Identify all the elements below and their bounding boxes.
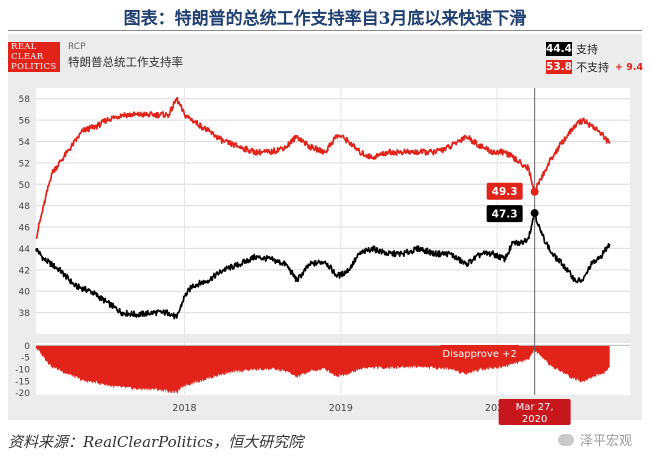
legend-approve-value: 44.4 xyxy=(546,42,572,56)
spread-tag: Disapprove +2 xyxy=(442,349,517,360)
watermark-text: 泽平宏观 xyxy=(580,434,633,449)
x-tick-label: 2018 xyxy=(172,403,196,414)
rcp-label: RCP xyxy=(68,42,86,52)
date-tag-bg xyxy=(498,399,571,425)
y-tick-label: 42 xyxy=(19,266,30,276)
approve-value-tag: 47.3 xyxy=(492,208,518,220)
y-tick-label: 54 xyxy=(19,138,31,148)
x-tick-label: 2019 xyxy=(329,403,353,414)
upper-plot-area xyxy=(36,88,630,334)
approve-line xyxy=(35,212,611,320)
y-tick-label: 44 xyxy=(19,245,31,255)
legend-disapprove: 53.8 不支持 + 9.4 xyxy=(546,60,643,74)
approve-value-tag-bg xyxy=(486,205,523,223)
figure-title: 图表：特朗普的总统工作支持率自3月底以来快速下滑 xyxy=(123,9,527,29)
legend-approve: 44.4 支持 xyxy=(546,42,598,56)
source-note: 资料来源：RealClearPolitics，恒大研究院 xyxy=(8,433,304,451)
rcp-logo: REAL CLEAR POLITICS xyxy=(8,42,60,72)
legend-spread-delta: + 9.4 xyxy=(615,61,644,73)
lower-y-tick-label: 0 xyxy=(24,342,30,352)
date-tag-line-2: 2020 xyxy=(522,414,547,425)
logo-line-1: REAL xyxy=(11,42,37,52)
logo-line-2: CLEAR xyxy=(11,52,44,62)
y-tick-label: 48 xyxy=(19,202,31,212)
y-tick-label: 38 xyxy=(19,309,31,319)
y-tick-label: 52 xyxy=(19,159,30,169)
date-tag-line-1: Mar 27, xyxy=(516,402,554,413)
watermark: 泽平宏观 xyxy=(558,430,632,449)
legend-disapprove-value: 53.8 xyxy=(546,60,572,74)
chart-subtitle: 特朗普总统工作支持率 xyxy=(68,55,183,69)
x-tick-label: 2020 xyxy=(485,403,509,414)
spread-tag-bg xyxy=(439,345,520,361)
y-tick-label: 40 xyxy=(19,288,31,298)
title-divider xyxy=(8,30,642,31)
disapprove-value-tag-bg xyxy=(486,182,523,200)
y-tick-label: 56 xyxy=(19,117,31,127)
logo-line-3: POLITICS xyxy=(11,62,57,72)
wechat-icon xyxy=(558,433,574,446)
lower-y-tick-label: -20 xyxy=(15,389,30,399)
legend-disapprove-name: 不支持 xyxy=(576,61,609,74)
lower-y-tick-label: -10 xyxy=(15,366,30,376)
legend-approve-name: 支持 xyxy=(576,43,598,56)
disapprove-value-tag: 49.3 xyxy=(492,186,518,198)
approve-marker-dot xyxy=(530,209,539,218)
disapprove-line xyxy=(35,96,611,239)
y-tick-label: 46 xyxy=(19,224,31,234)
lower-y-tick-label: -5 xyxy=(21,354,30,364)
disapprove-marker-dot xyxy=(530,187,539,196)
y-tick-label: 50 xyxy=(19,181,31,191)
y-tick-label: 58 xyxy=(19,95,31,105)
lower-y-tick-label: -15 xyxy=(15,377,30,387)
